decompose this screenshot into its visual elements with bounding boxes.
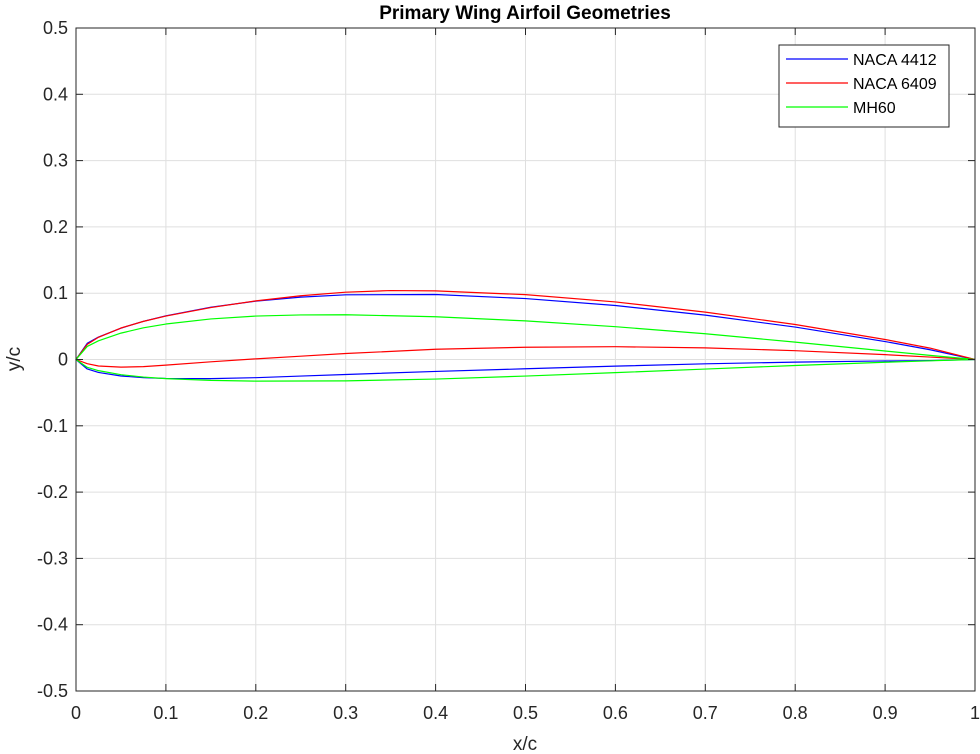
x-axis-ticks: 0 0.1 0.2 0.3 0.4 0.5 0.6 0.7 0.8 0.9 1 xyxy=(71,28,980,723)
y-axis-label: y/c xyxy=(4,347,25,371)
y-tick-label: -0.4 xyxy=(37,615,68,635)
y-tick-label: 0.4 xyxy=(43,84,68,104)
y-tick-label: 0.2 xyxy=(43,217,68,237)
x-tick-label: 0.7 xyxy=(693,703,718,723)
x-tick-label: 0.3 xyxy=(333,703,358,723)
y-axis-ticks: 0.5 0.4 0.3 0.2 0.1 0 -0.1 -0.2 -0.3 -0.4 -0.5 xyxy=(37,18,975,701)
y-tick-label: 0.3 xyxy=(43,151,68,171)
x-tick-label: 0.2 xyxy=(243,703,268,723)
x-tick-label: 0.1 xyxy=(153,703,178,723)
y-tick-label: -0.1 xyxy=(37,416,68,436)
x-tick-label: 1 xyxy=(970,703,980,723)
y-tick-label: -0.3 xyxy=(37,548,68,568)
x-tick-label: 0 xyxy=(71,703,81,723)
y-tick-label: -0.2 xyxy=(37,482,68,502)
x-tick-label: 0.8 xyxy=(783,703,808,723)
y-tick-label: 0.5 xyxy=(43,18,68,38)
y-tick-label: 0.1 xyxy=(43,283,68,303)
x-tick-label: 0.9 xyxy=(873,703,898,723)
legend-label: MH60 xyxy=(853,100,896,117)
series-line-mh60 xyxy=(75,314,976,382)
legend-label: NACA 4412 xyxy=(853,52,937,69)
legend-label: NACA 6409 xyxy=(853,76,937,93)
x-tick-label: 0.5 xyxy=(513,703,538,723)
x-tick-label: 0.6 xyxy=(603,703,628,723)
y-tick-label: 0 xyxy=(58,350,68,370)
chart-title: Primary Wing Airfoil Geometries xyxy=(379,3,671,24)
y-tick-label: -0.5 xyxy=(37,681,68,701)
x-tick-label: 0.4 xyxy=(423,703,448,723)
legend-entries: NACA 4412 NACA 6409 MH60 xyxy=(786,52,937,117)
legend: NACA 4412 NACA 6409 MH60 xyxy=(778,44,950,128)
x-axis-label: x/c xyxy=(513,734,537,754)
series-line-naca-6409 xyxy=(75,289,976,368)
